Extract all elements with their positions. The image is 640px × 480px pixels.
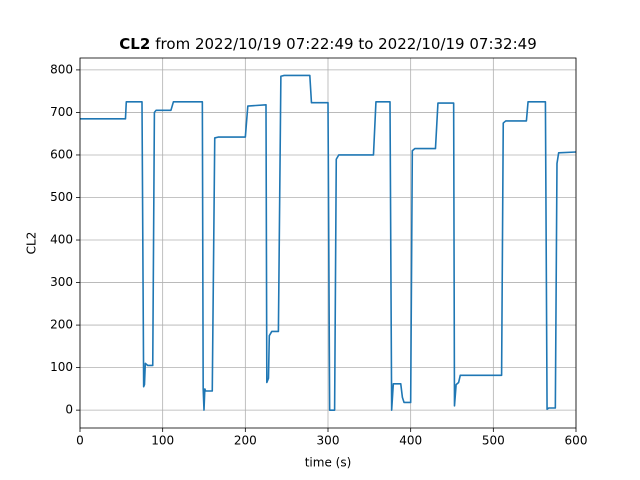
- title-bold: CL2: [119, 35, 150, 53]
- y-tick-label: 700: [50, 105, 73, 119]
- chart-title: CL2 from 2022/10/19 07:22:49 to 2022/10/1…: [119, 35, 536, 53]
- data-line: [80, 74, 577, 411]
- x-tick-label: 500: [482, 434, 505, 448]
- y-tick-label: 500: [50, 190, 73, 204]
- y-tick-label: 200: [50, 318, 73, 332]
- x-tick-label: 300: [317, 434, 340, 448]
- y-tick-label: 600: [50, 147, 73, 161]
- x-tick-label: 400: [399, 434, 422, 448]
- y-tick-label: 300: [50, 275, 73, 289]
- plot-frame: [79, 57, 577, 429]
- title-text: from 2022/10/19 07:22:49 to 2022/10/19 0…: [155, 35, 536, 53]
- x-tick-label: 600: [565, 434, 588, 448]
- x-tick-label: 200: [234, 434, 257, 448]
- y-tick-label: 100: [50, 360, 73, 374]
- y-tick-label: 0: [65, 403, 73, 417]
- y-tick-label: 400: [50, 233, 73, 247]
- x-axis-label: time (s): [305, 456, 352, 470]
- x-tick-label: 100: [151, 434, 174, 448]
- x-tick-label: 0: [76, 434, 84, 448]
- y-axis-label: CL2: [25, 232, 39, 255]
- y-tick-label: 800: [50, 62, 73, 76]
